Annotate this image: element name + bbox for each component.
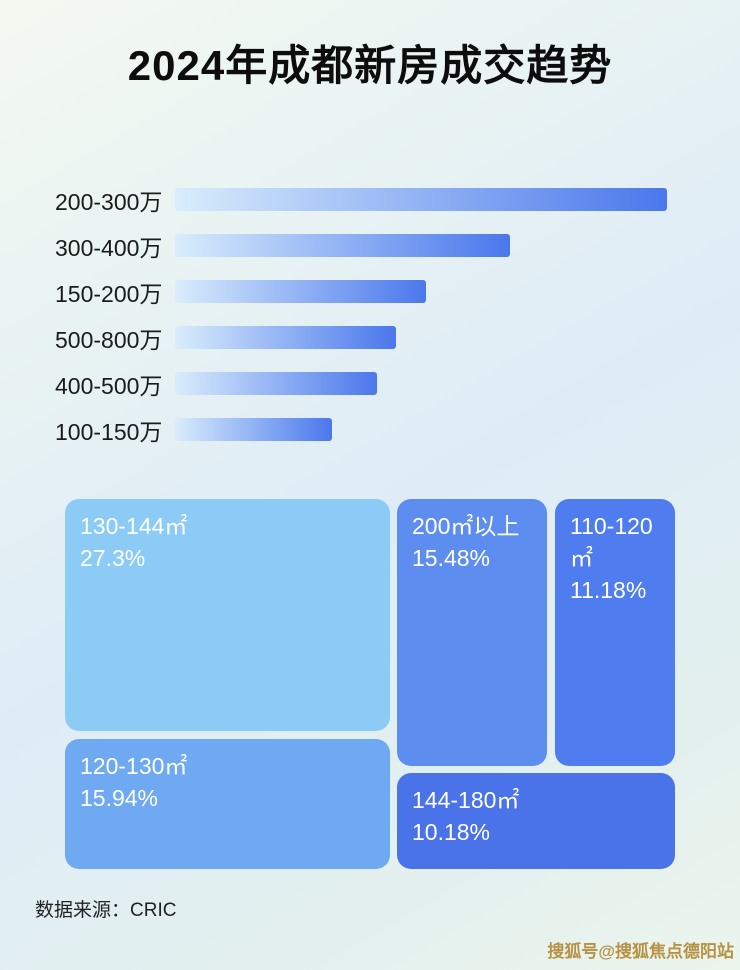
bar-row: 500-800万 (55, 315, 740, 361)
watermark: 搜狐号@搜狐焦点德阳站 (547, 942, 734, 961)
treemap-block: 144-180㎡ 10.18% (397, 772, 675, 869)
treemap-block-label: 144-180㎡ (412, 786, 520, 813)
bar-track (175, 372, 667, 395)
treemap-block: 200㎡以上 15.48% (397, 498, 547, 766)
area-share-treemap: 130-144㎡ 27.3% 120-130㎡ 15.94% 200㎡以上 15… (65, 498, 675, 869)
treemap-block: 120-130㎡ 15.94% (65, 738, 390, 869)
bar-track (175, 326, 667, 349)
bar-fill (175, 418, 333, 441)
treemap-block-percent: 15.48% (412, 544, 491, 571)
treemap-block-label: 200㎡以上 (412, 512, 520, 539)
bar-fill (175, 372, 377, 395)
treemap-block-percent: 10.18% (412, 818, 491, 845)
bar-label: 150-200万 (55, 280, 163, 307)
treemap-block-label: 120-130㎡ (80, 752, 188, 779)
treemap-block-percent: 11.18% (570, 576, 647, 603)
bar-track (175, 418, 667, 441)
treemap-block-percent: 15.94% (80, 784, 159, 811)
bar-track (175, 280, 667, 303)
bar-row: 400-500万 (55, 361, 740, 407)
page-title: 2024年成都新房成交趋势 (127, 42, 613, 89)
bar-label: 300-400万 (55, 234, 163, 261)
bar-fill (175, 280, 426, 303)
bar-track (175, 188, 667, 211)
price-band-bar-chart: 200-300万 300-400万 150-200万 500-800万 400-… (0, 177, 740, 453)
bar-label: 400-500万 (55, 372, 163, 399)
treemap-block-percent: 27.3% (80, 544, 146, 571)
bar-row: 100-150万 (55, 407, 740, 453)
bar-row: 300-400万 (55, 223, 740, 269)
treemap-block: 130-144㎡ 27.3% (65, 498, 390, 731)
bar-label: 200-300万 (55, 188, 163, 215)
data-source-note: 数据来源：CRIC (35, 899, 177, 921)
bar-label: 500-800万 (55, 326, 163, 353)
bar-fill (175, 326, 397, 349)
treemap-block-label: 110-120㎡ (570, 512, 653, 571)
bar-fill (175, 188, 667, 211)
bar-fill (175, 234, 510, 257)
treemap-block-label: 130-144㎡ (80, 512, 188, 539)
bar-row: 200-300万 (55, 177, 740, 223)
bar-row: 150-200万 (55, 269, 740, 315)
bar-label: 100-150万 (55, 418, 163, 445)
bar-track (175, 234, 667, 257)
treemap-block: 110-120㎡ 11.18% (555, 498, 675, 766)
